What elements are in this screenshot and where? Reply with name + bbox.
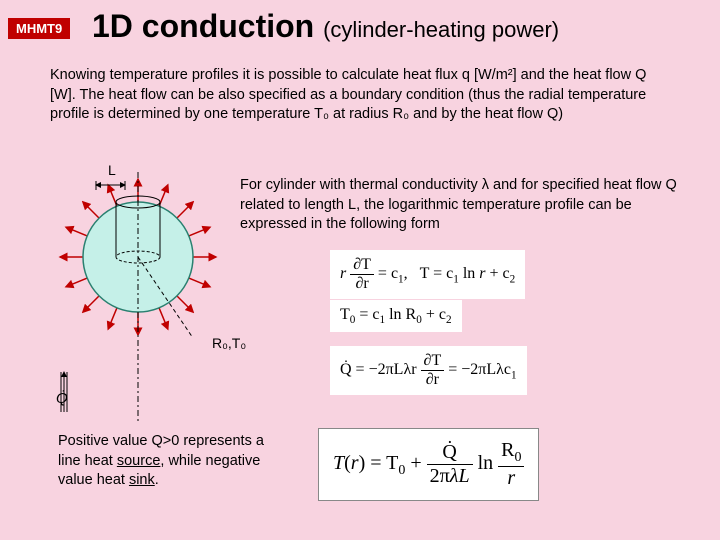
intro-paragraph: Knowing temperature profiles it is possi… (50, 66, 670, 125)
cylinder-diagram (58, 172, 228, 432)
equation-3: Q̇ = −2πLλr ∂T∂r = −2πLλc1 (330, 346, 527, 395)
cylinder-paragraph: For cylinder with thermal conductivity λ… (240, 176, 690, 235)
title-sub: (cylinder-heating power) (323, 17, 559, 42)
page-title: 1D conduction (cylinder-heating power) (92, 8, 559, 45)
bottom-note: Positive value Q>0 represents a line hea… (58, 432, 288, 491)
equation-4: T(r) = T0 + Q̇2πλL ln R0r (318, 428, 539, 501)
equation-1: r ∂T∂r = c1, T = c1 ln r + c2 (330, 250, 525, 299)
equation-2: T0 = c1 ln R0 + c2 (330, 300, 462, 332)
title-main: 1D conduction (92, 8, 314, 44)
course-tag: MHMT9 (8, 18, 70, 39)
